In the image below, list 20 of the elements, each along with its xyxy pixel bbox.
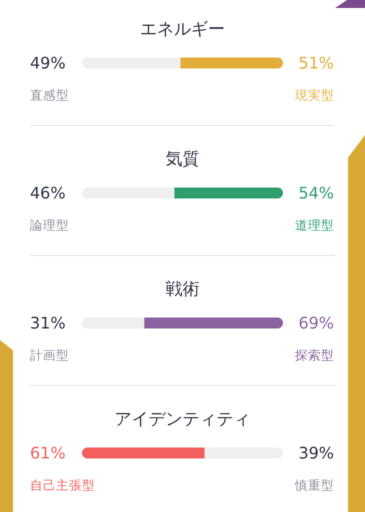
text: 計画型: [30, 348, 69, 362]
text: 論理型: [30, 218, 69, 232]
series-label: 現実型: [295, 88, 334, 102]
text: エネルギー: [140, 20, 225, 40]
chart-title: アイデンティティ: [114, 410, 250, 430]
data-label: 69%: [298, 314, 334, 332]
text: 直感型: [30, 88, 69, 102]
data-label: 46%: [30, 184, 66, 202]
data-label: 39%: [298, 444, 334, 462]
data-label: 54%: [298, 184, 334, 202]
chart-title: 戦術: [166, 280, 200, 300]
series-label: 探索型: [295, 348, 334, 362]
series-label: 道理型: [295, 218, 334, 232]
data-label: 51%: [298, 54, 334, 72]
data-label: 49%: [30, 54, 66, 72]
data-label: 61%: [30, 444, 66, 462]
chart-title: 気質: [166, 150, 200, 170]
series-label: 慎重型: [294, 478, 334, 492]
series-label: 自己主張型: [30, 478, 95, 492]
data-label: 31%: [30, 314, 66, 332]
